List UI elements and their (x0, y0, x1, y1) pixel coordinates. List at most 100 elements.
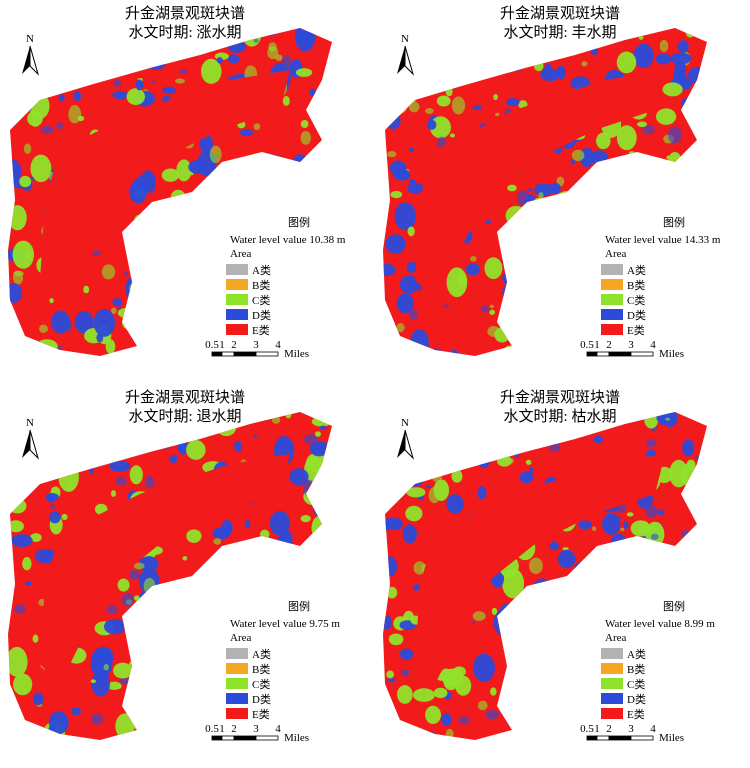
patch (49, 511, 61, 524)
scale-unit: Miles (284, 348, 309, 360)
patch (699, 174, 707, 180)
patch (191, 710, 202, 716)
patch (616, 125, 637, 151)
patch (485, 57, 491, 62)
patch (143, 577, 156, 595)
patch (148, 253, 157, 266)
scale-seg (211, 735, 223, 741)
patch (71, 30, 79, 36)
patch (8, 498, 27, 514)
patch (457, 273, 467, 286)
patch (300, 130, 312, 145)
patch (32, 692, 44, 706)
patch (563, 626, 571, 634)
map-title: 升金湖景观斑块谱 (500, 5, 620, 22)
patch (179, 213, 192, 229)
patch (199, 709, 209, 715)
patch (408, 309, 419, 320)
patch (493, 93, 498, 101)
patch (407, 88, 417, 103)
patch (207, 681, 213, 688)
patch (630, 520, 651, 537)
patch (691, 154, 698, 159)
scale-label: 1 (219, 339, 225, 351)
patch (8, 205, 27, 231)
patch (537, 629, 554, 650)
patch (650, 533, 659, 540)
patch (139, 43, 148, 56)
patch (567, 240, 577, 249)
patch (146, 54, 166, 71)
patch (179, 314, 185, 322)
patch (660, 313, 671, 325)
patch (654, 273, 674, 298)
patch (117, 578, 130, 592)
patch (548, 285, 555, 289)
patch (285, 326, 293, 331)
scale-label: 1 (594, 723, 600, 735)
patch (253, 435, 258, 439)
patch (525, 459, 532, 465)
patch (282, 96, 290, 106)
patch (300, 515, 311, 523)
patch (169, 297, 186, 306)
patch (267, 46, 279, 60)
patch (303, 191, 310, 199)
patch (129, 659, 148, 669)
patch (116, 305, 121, 311)
patch (433, 687, 448, 699)
patch (34, 36, 50, 53)
legend-swatch (226, 324, 248, 335)
patch (302, 479, 317, 497)
patch (557, 190, 579, 202)
patch (106, 605, 119, 614)
patch (176, 159, 192, 182)
patch (160, 621, 174, 630)
patch (8, 646, 28, 677)
scale-label: 3 (253, 339, 259, 351)
patch (119, 677, 133, 685)
patch (80, 45, 85, 51)
patch (13, 270, 24, 277)
patch (582, 560, 589, 570)
patch (449, 349, 459, 356)
patch (242, 28, 262, 47)
patch (243, 189, 265, 215)
patch (311, 416, 332, 427)
legend-swatch (601, 663, 623, 674)
patch (133, 214, 146, 231)
patch (466, 460, 476, 466)
patch (161, 670, 171, 682)
scale-seg (586, 351, 598, 357)
patch (473, 653, 495, 682)
patch (303, 582, 310, 589)
patch (575, 648, 582, 653)
patch (620, 527, 625, 532)
legend-title: 图例 (663, 599, 685, 613)
patch (674, 60, 687, 78)
patch (477, 448, 492, 469)
patch (35, 420, 47, 436)
patch (31, 86, 36, 92)
patch (176, 225, 185, 234)
patch (623, 596, 636, 606)
patch (115, 476, 127, 486)
patch (444, 37, 455, 54)
patch (383, 615, 393, 630)
patch (51, 310, 70, 334)
patch (644, 412, 659, 429)
patch (54, 425, 66, 435)
patch (396, 323, 405, 333)
patch (278, 630, 295, 653)
patch (153, 284, 166, 294)
legend-swatch (601, 693, 623, 704)
patch (421, 732, 431, 740)
patch (170, 607, 177, 614)
patch (129, 282, 142, 296)
patch (285, 412, 292, 419)
patch (385, 111, 401, 130)
patch (110, 307, 117, 315)
patch (83, 285, 90, 294)
legend-label: A类 (627, 647, 646, 661)
